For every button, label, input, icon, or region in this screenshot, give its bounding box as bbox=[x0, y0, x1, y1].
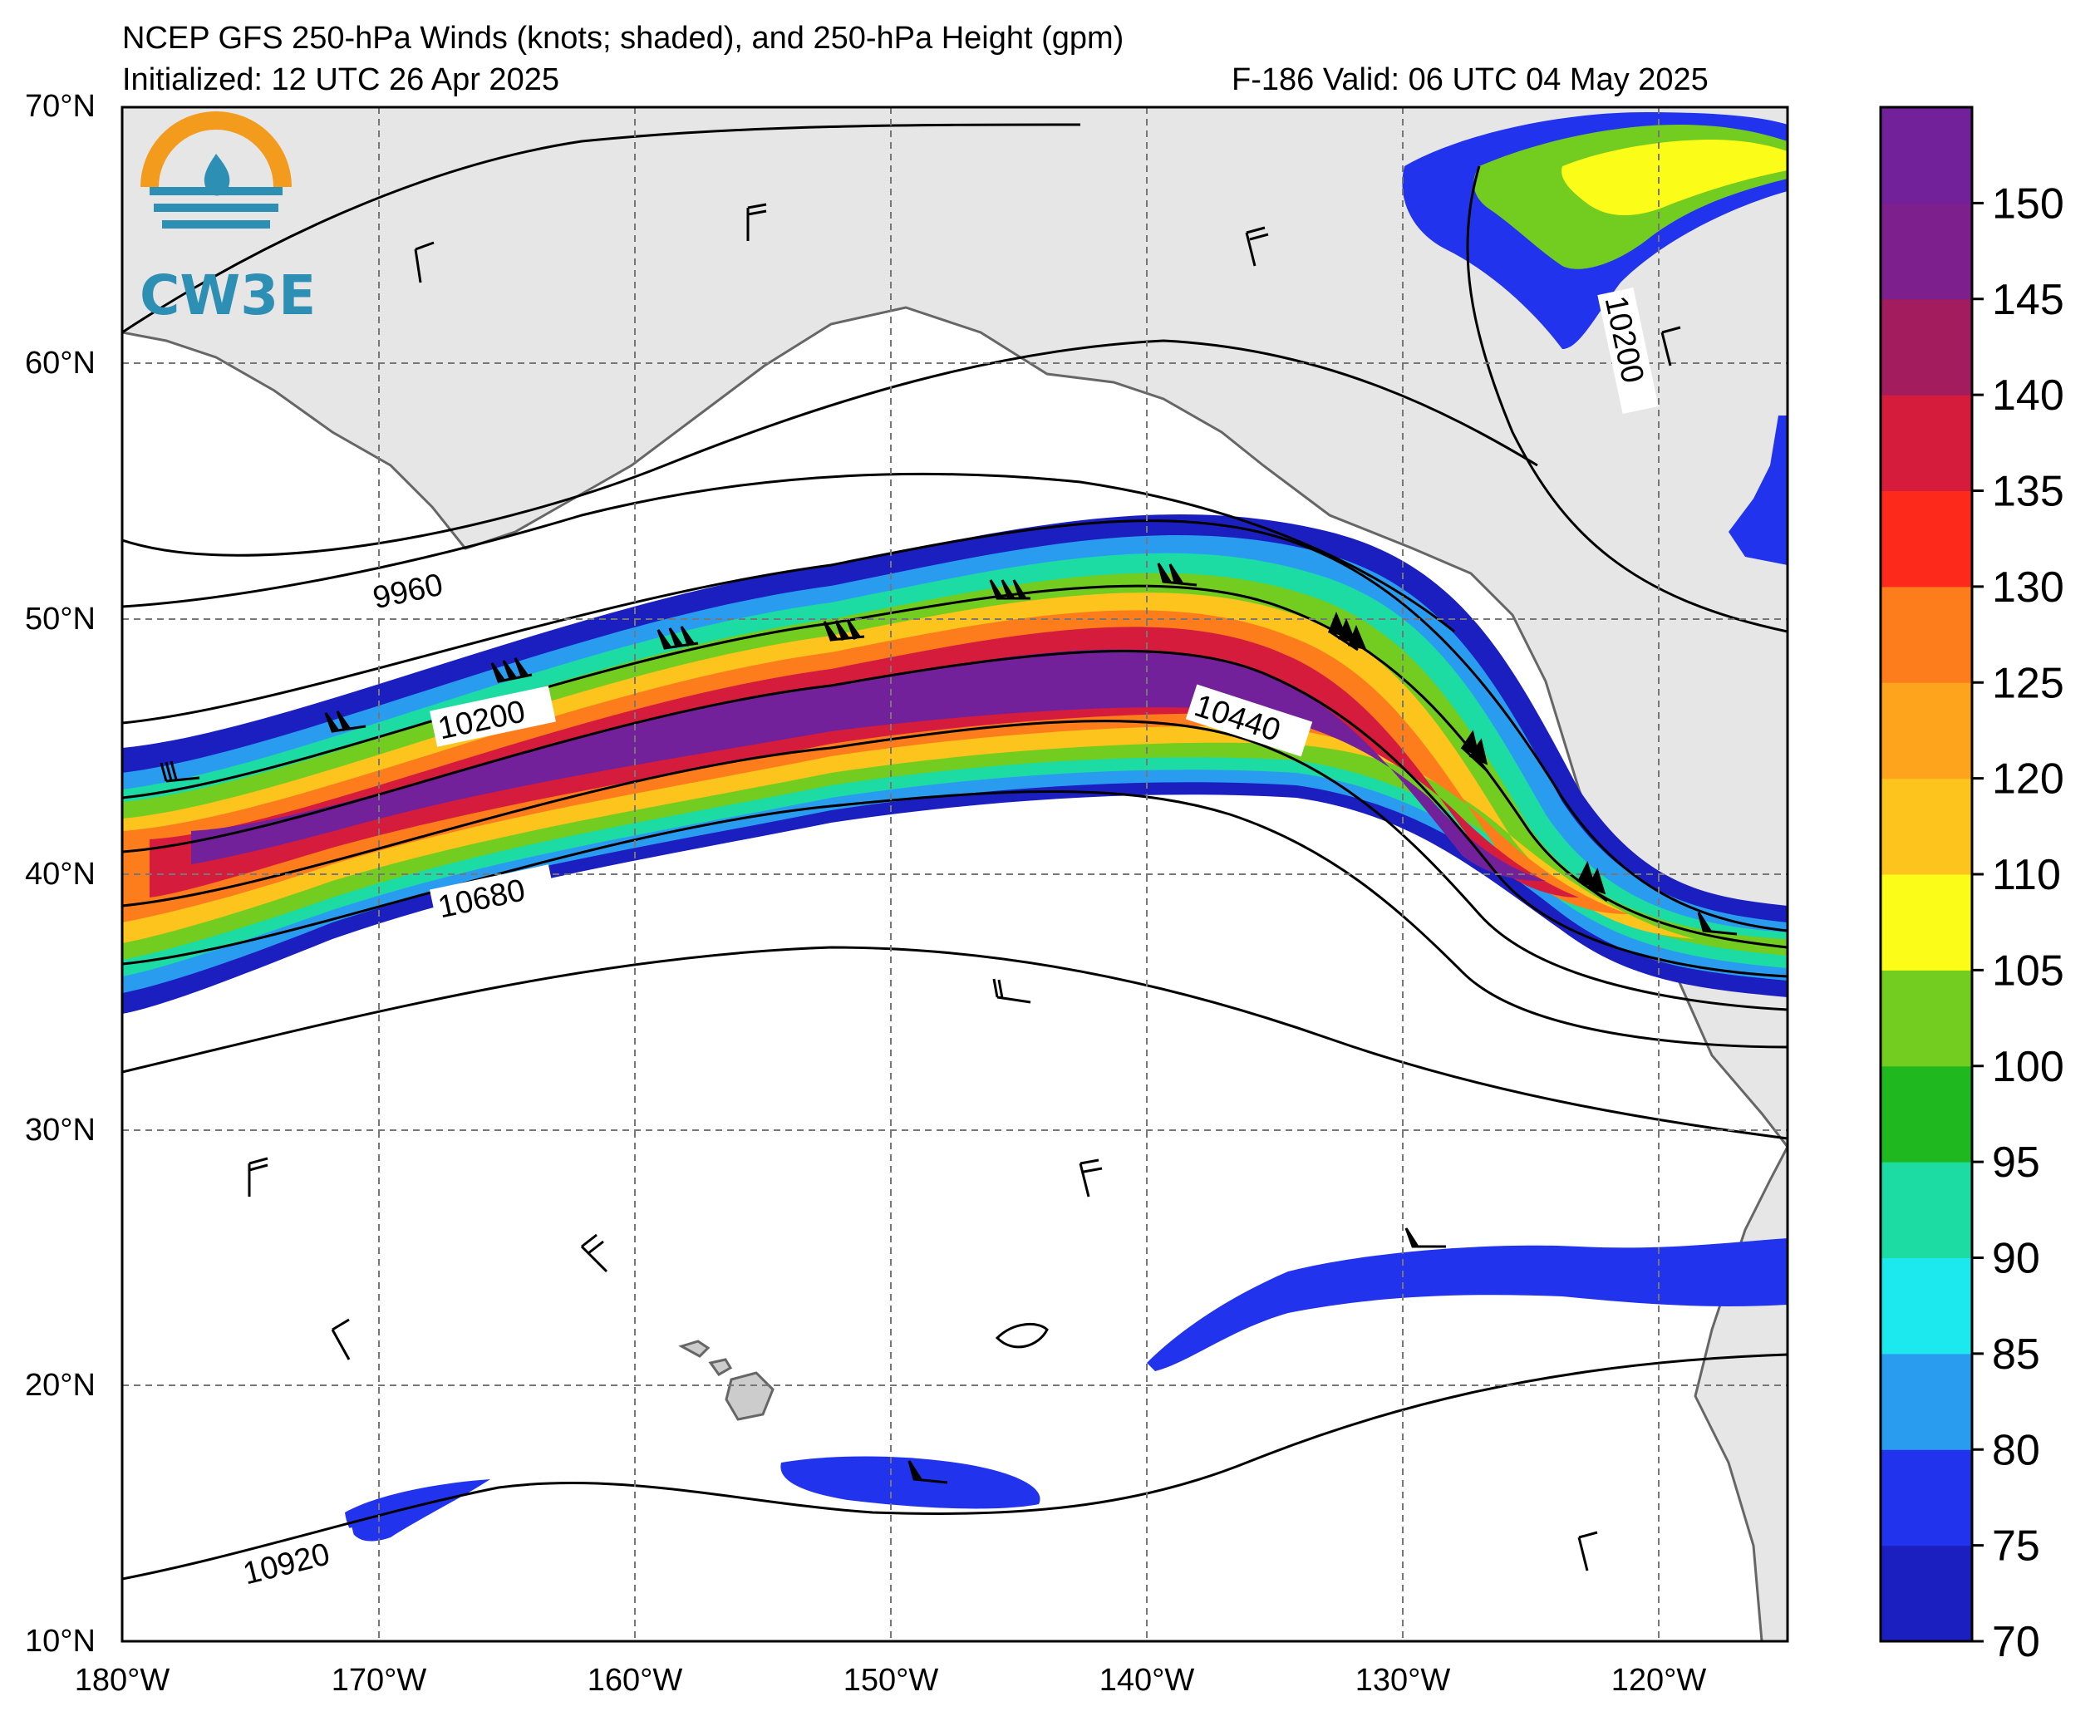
colorbar-swatch bbox=[1881, 1545, 1972, 1642]
wind-barb bbox=[1697, 912, 1738, 936]
lon-label-150w: 150°W bbox=[843, 1663, 939, 1698]
wind-barb bbox=[248, 1157, 268, 1197]
lat-label-10n: 10°N bbox=[25, 1624, 96, 1659]
colorbar-tick-label: 95 bbox=[1992, 1138, 2040, 1187]
lat-label-30n: 30°N bbox=[25, 1113, 96, 1148]
lon-label-160w: 160°W bbox=[588, 1663, 683, 1698]
colorbar-tick-label: 135 bbox=[1992, 468, 2064, 516]
colorbar-tick-label: 80 bbox=[1992, 1426, 2040, 1474]
wind-barb bbox=[657, 626, 699, 650]
colorbar-swatch bbox=[1881, 203, 1972, 300]
colorbar-tick-label: 110 bbox=[1992, 851, 2061, 899]
colorbar-swatch bbox=[1881, 970, 1972, 1067]
colorbar-swatch bbox=[1881, 1449, 1972, 1547]
hawaii-islands bbox=[678, 1340, 775, 1421]
cw3e-logo: CW3E bbox=[140, 111, 316, 327]
colorbar-tick-label: 125 bbox=[1992, 659, 2064, 707]
colorbar-tick-label: 120 bbox=[1992, 755, 2064, 804]
lon-label-130w: 130°W bbox=[1355, 1663, 1451, 1698]
wind-barb bbox=[1404, 1227, 1446, 1248]
lat-label-50n: 50°N bbox=[25, 602, 96, 637]
lat-label-40n: 40°N bbox=[25, 857, 96, 892]
wind-barb bbox=[414, 241, 435, 283]
wind-barb bbox=[1245, 226, 1269, 267]
logo-text: CW3E bbox=[140, 263, 316, 327]
lon-label-140w: 140°W bbox=[1099, 1663, 1195, 1698]
colorbar-tick-label: 150 bbox=[1992, 180, 2064, 228]
wind-barbs bbox=[160, 203, 1738, 1571]
logo-ring bbox=[140, 111, 292, 188]
colorbar-tick-label: 145 bbox=[1992, 276, 2064, 324]
colorbar-tick-label: 70 bbox=[1992, 1618, 2040, 1666]
wind-barb bbox=[989, 579, 1030, 600]
wind-barb bbox=[580, 1233, 608, 1273]
colorbar-swatch bbox=[1881, 1065, 1972, 1163]
init-time: Initialized: 12 UTC 26 Apr 2025 bbox=[122, 62, 559, 97]
colorbar-tick-label: 105 bbox=[1992, 947, 2064, 995]
colorbar-swatch bbox=[1881, 874, 1972, 971]
wind-barb bbox=[746, 203, 767, 241]
wind-barb bbox=[1460, 730, 1489, 773]
colorbar-tick-label: 75 bbox=[1992, 1522, 2040, 1571]
colorbar-swatch bbox=[1881, 1353, 1972, 1450]
colorbar: 70 75 80 85 90 95 100 105 110 120 125 130 135 140 145 1… bbox=[1879, 106, 2064, 1666]
wind-barb bbox=[992, 978, 1031, 1004]
colorbar-tick-label: 140 bbox=[1992, 371, 2064, 420]
wind-barb bbox=[1079, 1158, 1103, 1197]
lat-label-20n: 20°N bbox=[25, 1368, 96, 1403]
colorbar-swatch bbox=[1881, 395, 1972, 491]
lat-label-60n: 60°N bbox=[25, 346, 96, 381]
land-alaska bbox=[122, 107, 1788, 1149]
wind-barb bbox=[1577, 1531, 1598, 1571]
lat-label-70n: 70°N bbox=[25, 89, 96, 124]
chart-title: NCEP GFS 250-hPa Winds (knots; shaded), … bbox=[122, 21, 1124, 56]
map-frame bbox=[120, 106, 1789, 1643]
colorbar-swatch bbox=[1881, 298, 1972, 396]
map-panel: 9960 10200 10440 10680 10920 10200 bbox=[120, 106, 1789, 1643]
wind-barb bbox=[331, 1318, 351, 1360]
wind-barb bbox=[1157, 563, 1198, 587]
latitude-labels: 70°N 60°N 50°N 40°N 30°N 20°N 10°N bbox=[25, 89, 96, 1659]
colorbar-tick-label: 100 bbox=[1992, 1043, 2064, 1091]
colorbar-swatch bbox=[1881, 107, 1972, 204]
wind-barb bbox=[490, 657, 533, 683]
colorbar-tick-label: 130 bbox=[1992, 563, 2064, 612]
colorbar-swatch bbox=[1881, 490, 1972, 588]
colorbar-swatch bbox=[1881, 682, 1972, 779]
colorbar-tick-label: 90 bbox=[1992, 1235, 2040, 1283]
wind-barb bbox=[1576, 860, 1608, 902]
colorbar-tick-label: 85 bbox=[1992, 1330, 2040, 1379]
wind-barb bbox=[324, 711, 366, 733]
colorbar-swatch bbox=[1881, 1162, 1972, 1258]
wind-barb bbox=[907, 1460, 948, 1484]
wind-barb bbox=[160, 760, 200, 783]
wind-barb bbox=[1660, 326, 1681, 366]
lon-label-170w: 170°W bbox=[332, 1663, 427, 1698]
lon-label-180w: 180°W bbox=[75, 1663, 170, 1698]
wind-barb bbox=[1327, 612, 1367, 652]
wind-barb bbox=[823, 619, 865, 642]
graticule bbox=[122, 107, 1788, 1641]
colorbar-swatch bbox=[1881, 586, 1972, 683]
longitude-labels: 180°W 170°W 160°W 150°W 140°W 130°W 120°… bbox=[75, 1663, 1707, 1698]
valid-time: F-186 Valid: 06 UTC 04 May 2025 bbox=[1232, 62, 1709, 97]
height-contours bbox=[122, 123, 1788, 1581]
logo-water-icon bbox=[150, 154, 283, 229]
colorbar-swatch bbox=[1881, 778, 1972, 875]
lon-label-120w: 120°W bbox=[1611, 1663, 1707, 1698]
colorbar-swatch bbox=[1881, 1257, 1972, 1355]
